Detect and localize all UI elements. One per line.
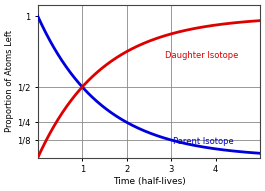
Text: Parent Isotope: Parent Isotope (173, 137, 234, 146)
Y-axis label: Proportion of Atoms Left: Proportion of Atoms Left (5, 30, 14, 132)
Text: Daughter Isotope: Daughter Isotope (165, 51, 238, 60)
X-axis label: Time (half-lives): Time (half-lives) (113, 177, 185, 186)
